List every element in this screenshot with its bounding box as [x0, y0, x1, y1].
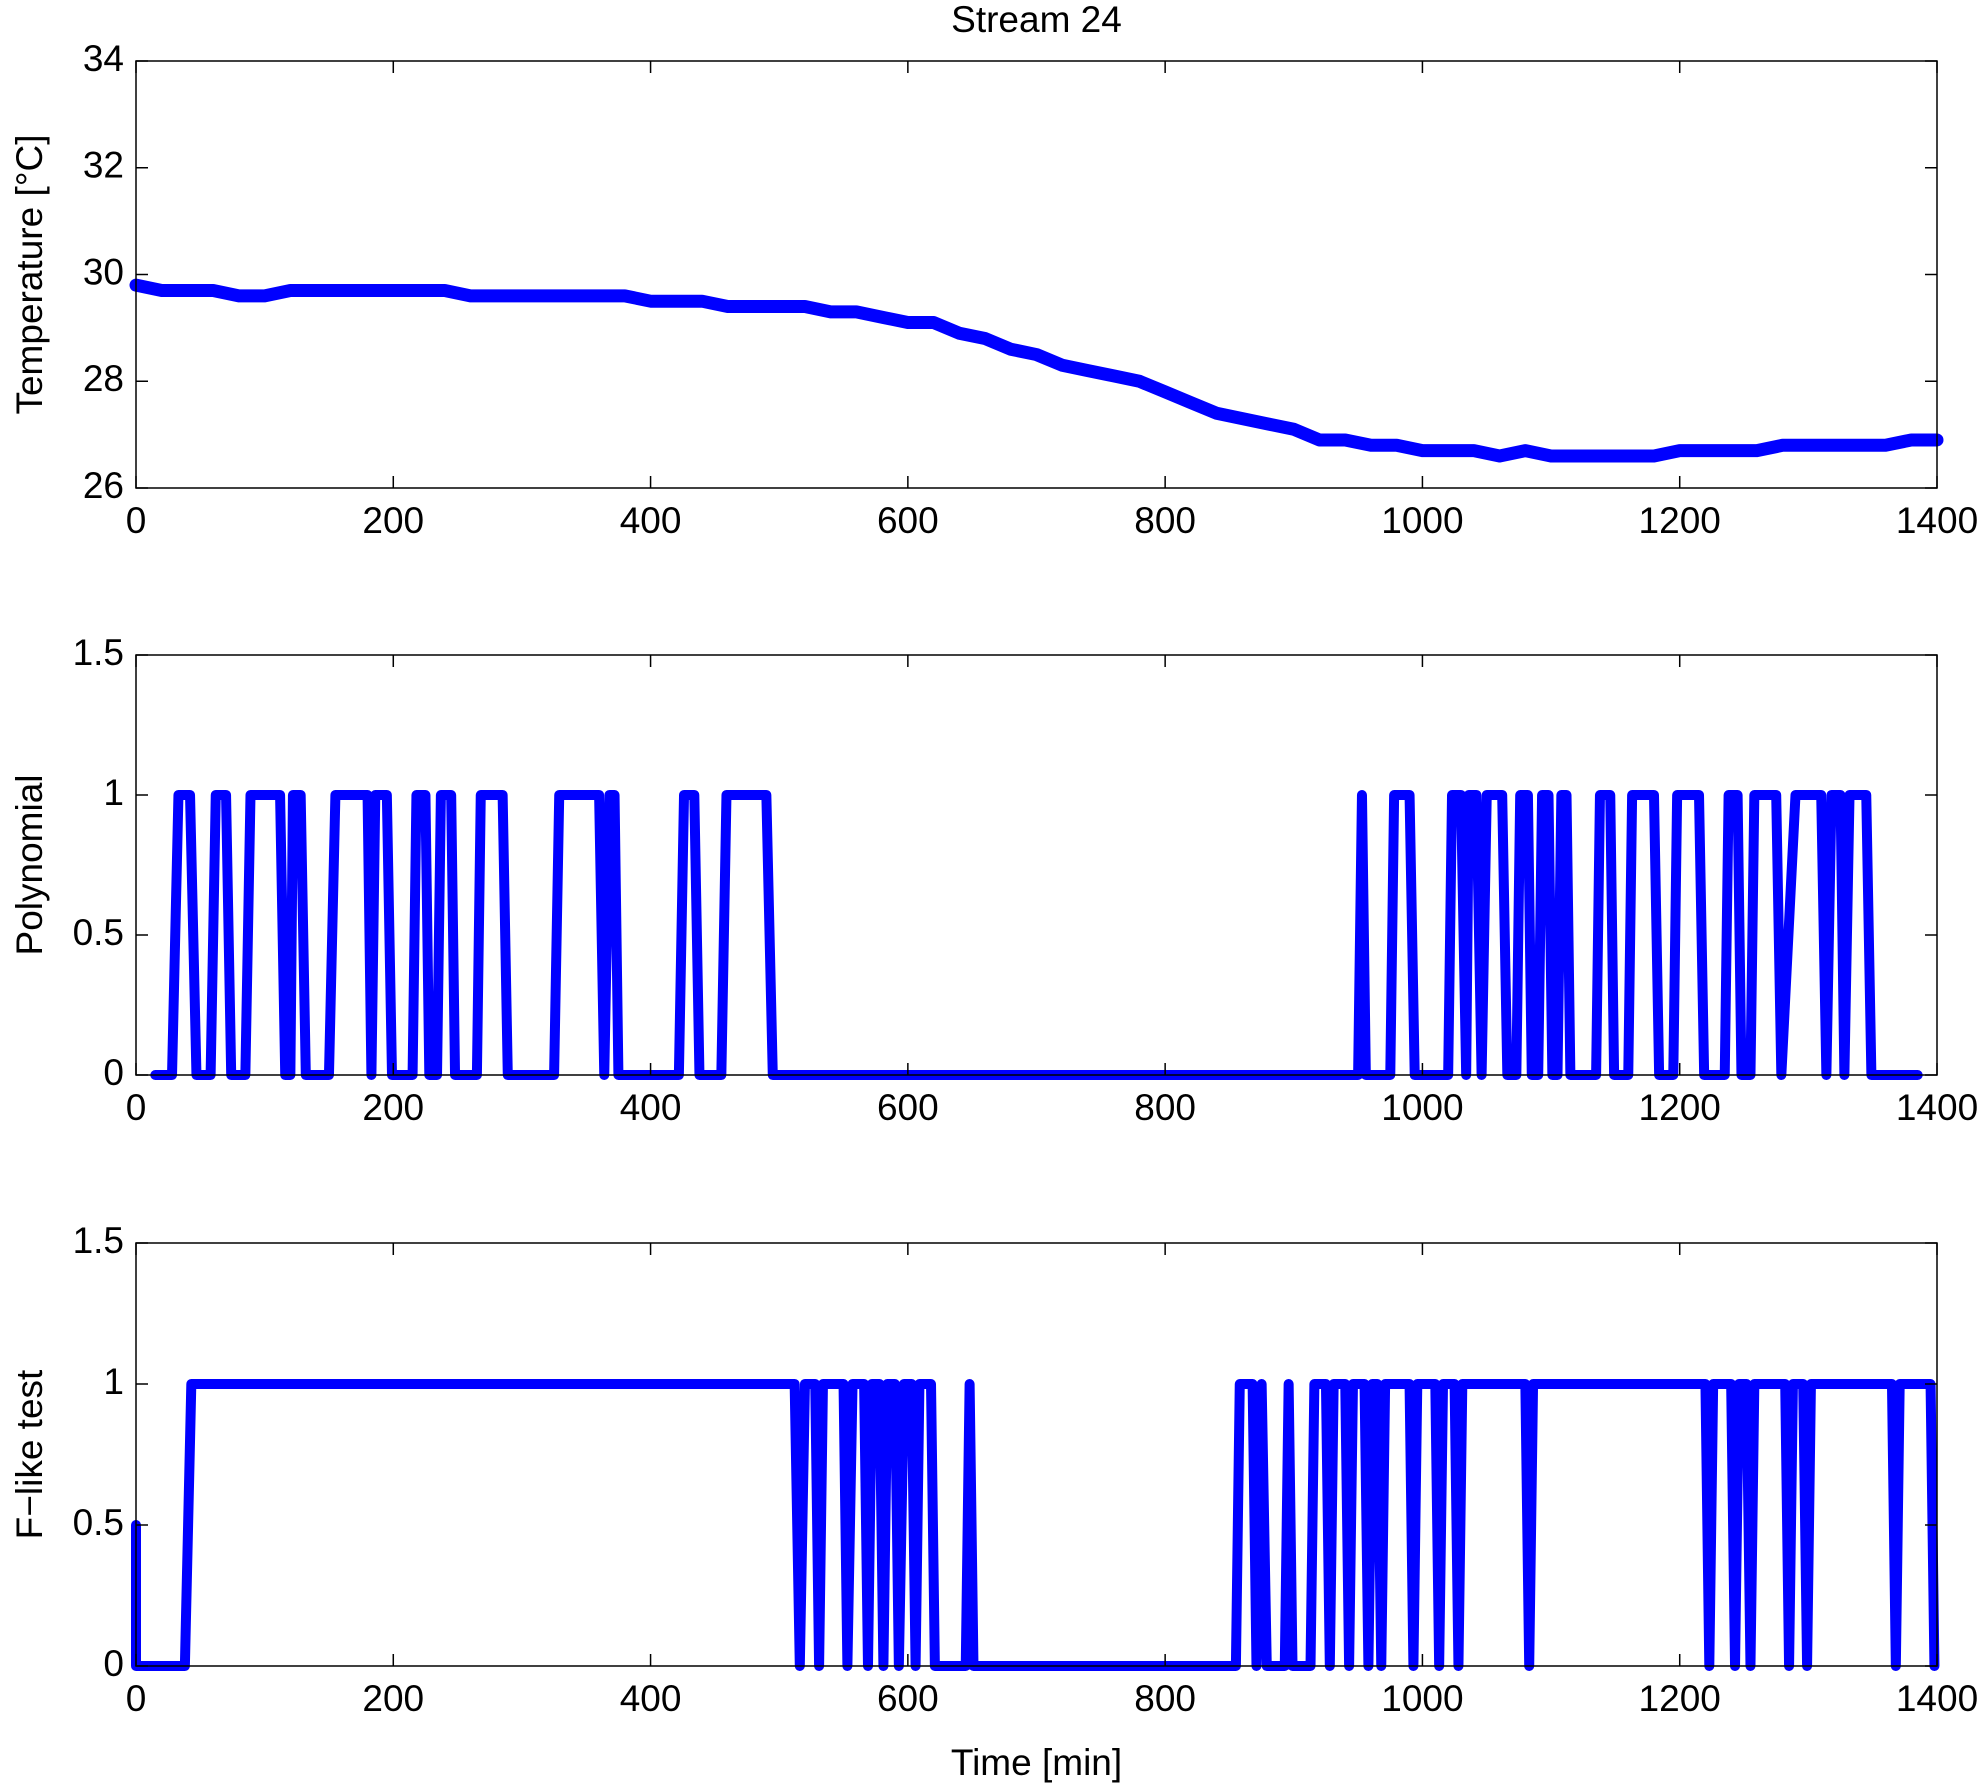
x-tick-label: 400 — [620, 500, 682, 541]
y-tick-label: 1 — [103, 1361, 124, 1402]
x-tick-label: 1400 — [1896, 1678, 1978, 1719]
x-tick-label: 800 — [1134, 1087, 1196, 1128]
x-tick-label: 0 — [126, 500, 147, 541]
x-tick-label: 800 — [1134, 500, 1196, 541]
subplot: 0 200 400 600 800 1000 1200 1400 0 0.5 1 1.5 F−like … — [9, 1220, 1978, 1783]
x-tick-label: 200 — [362, 500, 424, 541]
y-axis-label: Polynomial — [9, 775, 50, 956]
y-tick-label: 30 — [83, 251, 124, 292]
x-axis-label: Time [min] — [951, 1742, 1122, 1783]
y-axis-label: Temperature [°C] — [9, 134, 50, 414]
x-tick-label: 1400 — [1896, 1087, 1978, 1128]
y-tick-label: 0 — [103, 1052, 124, 1093]
y-tick-label: 1.5 — [73, 632, 124, 673]
x-tick-label: 0 — [126, 1087, 147, 1128]
x-tick-label: 1000 — [1381, 1087, 1463, 1128]
y-tick-label: 28 — [83, 358, 124, 399]
subplot: 0 200 400 600 800 1000 1200 1400 26 28 30 32 34 Strea… — [9, 0, 1978, 541]
x-tick-label: 1200 — [1639, 500, 1721, 541]
axes-frame — [135, 1242, 1938, 1667]
x-tick-label: 1000 — [1381, 1678, 1463, 1719]
y-tick-label: 1.5 — [73, 1220, 124, 1261]
chart-title: Stream 24 — [951, 0, 1122, 40]
x-tick-label: 600 — [877, 1087, 939, 1128]
y-tick-label: 0.5 — [73, 1502, 124, 1543]
x-tick-label: 400 — [620, 1678, 682, 1719]
y-tick-label: 0 — [103, 1643, 124, 1684]
x-tick-label: 1400 — [1896, 500, 1978, 541]
data-line — [131, 1379, 1940, 1671]
x-tick-label: 600 — [877, 1678, 939, 1719]
x-tick-label: 1200 — [1639, 1678, 1721, 1719]
x-tick-label: 1000 — [1381, 500, 1463, 541]
y-axis-label: F−like test — [9, 1369, 50, 1539]
y-tick-label: 0.5 — [73, 912, 124, 953]
x-tick-label: 0 — [126, 1678, 147, 1719]
x-tick-label: 200 — [362, 1678, 424, 1719]
y-tick-label: 26 — [83, 465, 124, 506]
data-line — [129, 278, 1944, 463]
x-tick-label: 200 — [362, 1087, 424, 1128]
y-tick-label: 34 — [83, 38, 124, 79]
data-line — [150, 790, 1923, 1080]
axes-frame — [135, 654, 1938, 1076]
axes-frame — [135, 60, 1938, 489]
x-tick-label: 1200 — [1639, 1087, 1721, 1128]
x-tick-label: 800 — [1134, 1678, 1196, 1719]
x-tick-label: 600 — [877, 500, 939, 541]
subplot: 0 200 400 600 800 1000 1200 1400 0 0.5 1 1.5 Polynom… — [9, 632, 1978, 1128]
y-tick-label: 32 — [83, 145, 124, 186]
y-tick-label: 1 — [103, 772, 124, 813]
x-tick-label: 400 — [620, 1087, 682, 1128]
